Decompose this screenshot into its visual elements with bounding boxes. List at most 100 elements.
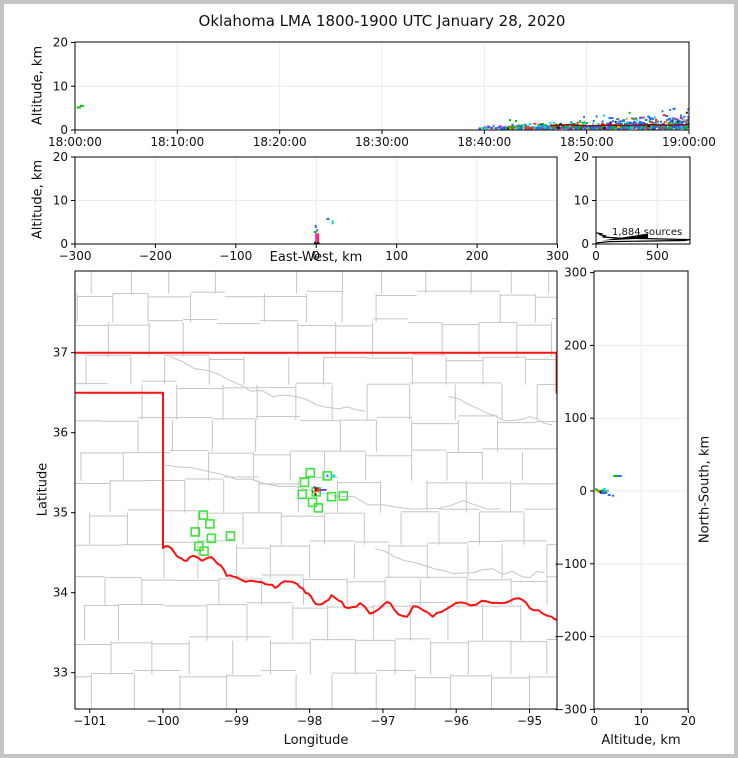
ns-panel-ylabel: North-South, km (697, 435, 713, 544)
ew-source-point (316, 229, 319, 232)
source-point (618, 120, 621, 123)
map-ylabel: Latitude (35, 462, 51, 517)
ns-panel-xlabel: Altitude, km (601, 733, 681, 748)
source-point (686, 119, 689, 122)
source-point (602, 126, 606, 129)
source-point (519, 127, 522, 130)
source-point (625, 118, 628, 121)
source-point (542, 124, 546, 127)
source-point (668, 117, 671, 120)
map-source-point (311, 490, 314, 493)
source-point (642, 116, 645, 119)
x-tick-label: 200 (466, 249, 489, 263)
source-point (641, 122, 645, 124)
source-point (509, 119, 511, 122)
source-point (646, 127, 649, 130)
source-point (551, 127, 555, 130)
source-point (685, 111, 688, 114)
map-source-point (313, 491, 317, 494)
source-point (676, 120, 679, 123)
x-tick-label: 19:00:00 (662, 135, 716, 149)
source-point (513, 126, 515, 128)
source-point (647, 125, 651, 127)
source-point (618, 127, 621, 130)
y-tick-label: 0 (581, 237, 589, 251)
river (169, 356, 366, 412)
source-point (656, 124, 659, 127)
source-point (616, 123, 619, 125)
source-point (622, 120, 625, 123)
source-point (682, 124, 685, 127)
source-point (630, 126, 633, 129)
source-point (504, 127, 506, 129)
source-point (482, 127, 485, 129)
x-tick-label: −200 (139, 249, 172, 263)
ew-source-point (314, 224, 317, 228)
source-point (679, 114, 682, 117)
histogram-axes: 0 10 20 0 500 (574, 150, 691, 263)
state-border-panhandle (75, 391, 164, 549)
source-point (528, 123, 532, 126)
source-point (687, 115, 689, 118)
source-point (541, 124, 544, 127)
x-tick-label: −100 (219, 249, 252, 263)
source-point (598, 126, 601, 129)
source-point (687, 122, 689, 125)
source-point (626, 125, 629, 128)
source-point (499, 125, 502, 128)
source-point (507, 127, 509, 130)
source-point (669, 117, 672, 120)
source-point (639, 127, 642, 130)
source-point (600, 127, 604, 130)
ns-axes: −300 −200 −100 0 100 200 300 0 10 20 (554, 266, 696, 728)
map-source-point (314, 493, 317, 496)
source-point (679, 121, 682, 124)
ns-source-point (603, 488, 607, 492)
source-point (510, 127, 513, 130)
source-point (650, 125, 653, 128)
y-tick-label: 300 (564, 266, 587, 280)
early-source-point (76, 106, 81, 109)
x-tick-label: 18:20:00 (253, 135, 307, 149)
source-point (545, 125, 548, 128)
x-tick-label: −97 (370, 714, 395, 728)
source-point (632, 117, 636, 120)
ns-source-point (597, 490, 600, 493)
panel-ns-height (594, 271, 688, 709)
river (375, 548, 545, 579)
source-point (500, 127, 503, 130)
x-tick-label: 18:40:00 (457, 135, 511, 149)
source-point (622, 118, 625, 121)
source-point (617, 127, 620, 130)
ns-source-point (612, 494, 615, 497)
y-tick-label: 10 (574, 194, 589, 208)
histogram-curve-group (596, 232, 690, 244)
source-point (520, 127, 523, 129)
station-square (225, 531, 236, 541)
source-point (536, 126, 540, 129)
ns-points (595, 475, 622, 497)
source-point (672, 126, 675, 128)
station-square (206, 533, 217, 544)
y-tick-label: 0 (60, 237, 68, 251)
source-point (645, 124, 648, 127)
source-point (672, 107, 676, 110)
y-tick-label: 0 (579, 484, 587, 498)
y-tick-label: 33 (53, 666, 68, 680)
source-point (546, 126, 549, 129)
source-point (594, 125, 597, 128)
state-border-red-river (162, 545, 557, 621)
source-point (579, 125, 582, 128)
source-point (516, 125, 519, 128)
station-square (190, 527, 201, 537)
source-point (626, 127, 629, 130)
source-point (658, 127, 662, 130)
y-tick-label: 37 (53, 346, 68, 360)
source-point (565, 125, 568, 128)
ew-dense-bar (317, 233, 320, 243)
source-point (586, 126, 589, 129)
source-point (544, 124, 547, 126)
station-markers (190, 467, 349, 556)
